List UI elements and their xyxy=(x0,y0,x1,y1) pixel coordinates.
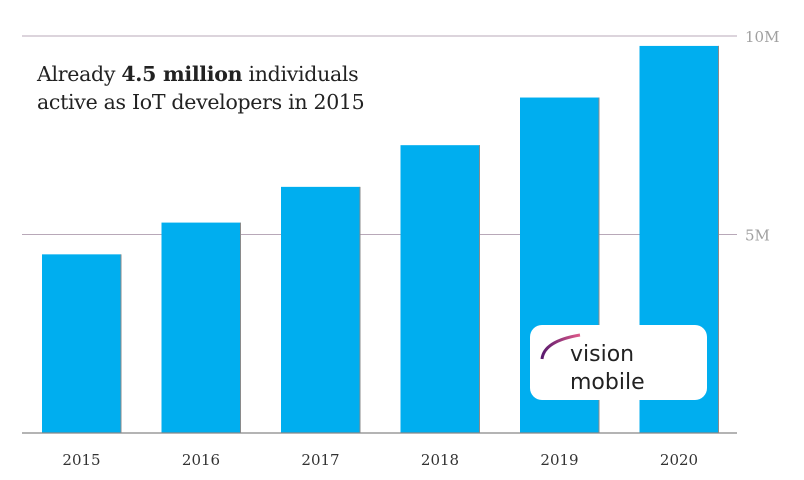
bar xyxy=(281,186,360,433)
svg-text:vision: vision xyxy=(570,342,634,367)
bar xyxy=(161,222,241,433)
x-tick-label: 2016 xyxy=(182,451,220,469)
x-tick-label: 2019 xyxy=(540,451,578,469)
x-tick-label: 2015 xyxy=(62,451,100,469)
annotation-line-1: Already 4.5 million individuals xyxy=(37,60,364,88)
logo-graphic: vision mobile xyxy=(540,333,645,395)
visionmobile-logo: vision mobile xyxy=(530,325,707,400)
x-tick-label: 2020 xyxy=(660,451,698,469)
annotation-text: individuals xyxy=(242,62,359,86)
annotation-highlight: 4.5 million xyxy=(121,62,243,86)
y-tick-label: 10M xyxy=(745,28,779,46)
x-tick-label: 2017 xyxy=(301,451,339,469)
x-tick-label: 2018 xyxy=(421,451,459,469)
annotation-line-2: active as IoT developers in 2015 xyxy=(37,90,365,114)
annotation-text: Already xyxy=(37,62,122,86)
y-tick-label: 5M xyxy=(745,227,770,245)
svg-text:mobile: mobile xyxy=(570,370,645,395)
chart-annotation: Already 4.5 million individuals active a… xyxy=(37,60,365,116)
bar xyxy=(400,145,480,434)
bar xyxy=(42,254,121,433)
